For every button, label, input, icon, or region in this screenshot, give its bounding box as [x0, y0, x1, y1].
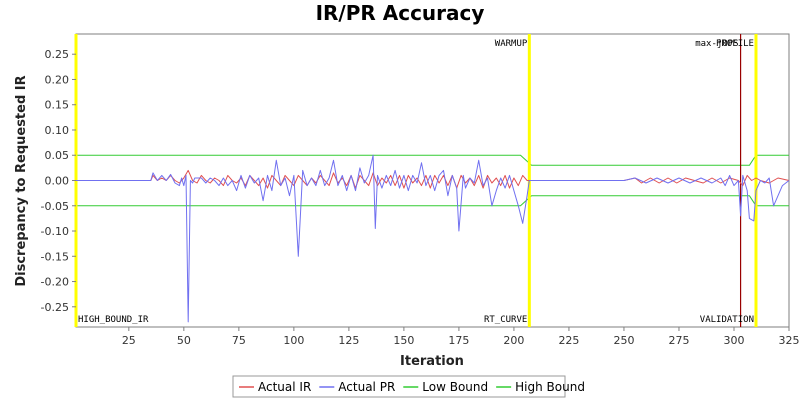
marker-label-warmup: WARMUP	[495, 39, 528, 49]
y-axis: 0.25 0.20 0.15 0.10 0.05 0.00 -0.05 -0.10 -0.15 -…	[41, 48, 76, 314]
x-tick-label: 175	[448, 334, 469, 347]
x-tick-label: 75	[232, 334, 246, 347]
marker-label-rt-curve: RT_CURVE	[484, 315, 527, 325]
y-axis-label: Discrepancy to Requested IR	[14, 75, 29, 286]
x-tick-label: 50	[177, 334, 191, 347]
marker-label-validation: VALIDATION	[700, 315, 754, 325]
legend-label-low-bound: Low Bound	[422, 380, 488, 394]
x-axis: 25 50 75 100 125 150 175 200 225 250 275 300 325	[122, 327, 800, 347]
marker-label-high-bound-ir: HIGH_BOUND_IR	[78, 315, 149, 325]
y-tick-label: 0.00	[45, 175, 70, 188]
legend-box	[232, 375, 566, 398]
x-tick-label: 300	[723, 334, 744, 347]
y-tick-label: 0.15	[45, 99, 70, 112]
legend-label-actual-pr: Actual PR	[338, 380, 395, 394]
y-tick-label: -0.25	[41, 301, 69, 314]
x-tick-label: 250	[613, 334, 634, 347]
y-tick-label: 0.10	[45, 124, 70, 137]
marker-label-max-jops: max-jOPS	[695, 39, 738, 49]
legend-label-actual-ir: Actual IR	[258, 380, 311, 394]
series-line-actual-pr	[76, 154, 790, 323]
series-lines	[76, 154, 790, 323]
y-tick-label: -0.10	[41, 225, 69, 238]
bound-lines	[76, 154, 789, 207]
x-tick-label: 325	[779, 334, 800, 347]
x-tick-label: 225	[558, 334, 579, 347]
x-tick-label: 100	[283, 334, 304, 347]
x-tick-label: 125	[338, 334, 359, 347]
y-tick-label: -0.15	[41, 250, 69, 263]
y-tick-label: -0.20	[41, 276, 69, 289]
series-line-high-bound	[76, 154, 789, 166]
legend: Actual IR Actual PR Low Bound High Bound	[232, 375, 585, 398]
phase-marker-labels: HIGH_BOUND_IR WARMUP RT_CURVE max-jOPSPROFI…	[78, 39, 754, 325]
series-line-low-bound	[76, 195, 789, 207]
y-tick-label: 0.25	[45, 48, 70, 61]
x-axis-label: Iteration	[400, 354, 464, 369]
chart-title: IR/PR Accuracy	[316, 1, 485, 25]
legend-label-high-bound: High Bound	[515, 380, 585, 394]
x-tick-label: 275	[668, 334, 689, 347]
y-tick-label: -0.05	[41, 200, 69, 213]
series-line-actual-ir	[76, 169, 790, 189]
marker-label-profile: PROFILE	[716, 39, 754, 49]
x-tick-label: 25	[122, 334, 136, 347]
x-tick-label: 150	[393, 334, 414, 347]
x-tick-label: 200	[503, 334, 524, 347]
y-tick-label: 0.05	[45, 149, 70, 162]
y-tick-label: 0.20	[45, 73, 70, 86]
